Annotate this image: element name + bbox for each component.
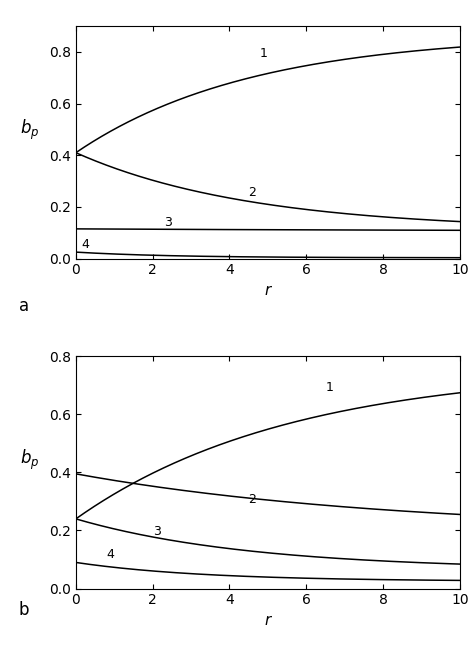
Text: 3: 3: [153, 525, 161, 538]
Y-axis label: $b_p$: $b_p$: [20, 118, 39, 143]
Text: b: b: [19, 601, 29, 619]
Text: 2: 2: [248, 186, 256, 199]
Text: 1: 1: [325, 381, 333, 394]
Text: 4: 4: [82, 238, 90, 251]
Text: 4: 4: [107, 548, 114, 561]
Text: a: a: [19, 297, 29, 315]
Text: 2: 2: [248, 493, 256, 506]
Y-axis label: $b_p$: $b_p$: [20, 448, 39, 472]
Text: 3: 3: [164, 216, 172, 229]
X-axis label: r: r: [264, 613, 271, 628]
X-axis label: r: r: [264, 283, 271, 298]
Text: 1: 1: [260, 46, 268, 60]
